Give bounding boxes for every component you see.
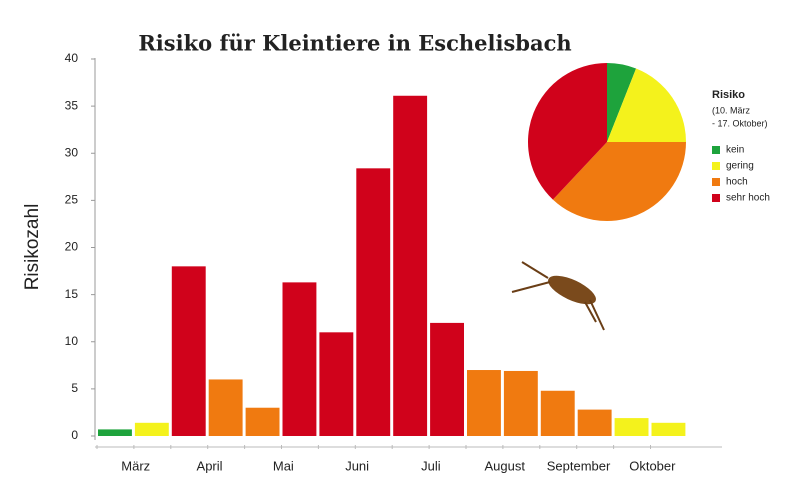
bar	[356, 168, 390, 436]
insect	[512, 262, 604, 330]
bar	[172, 266, 206, 436]
bar	[430, 323, 464, 436]
y-tick-label: 10	[65, 334, 79, 348]
y-tick-label: 30	[65, 145, 79, 159]
chart: Risiko für Kleintiere in Eschelisbach Ri…	[0, 0, 795, 484]
legend-label: hoch	[726, 177, 748, 188]
bar	[135, 423, 169, 436]
x-tick-label: Mai	[273, 458, 294, 473]
bar	[246, 408, 280, 436]
y-tick-label: 25	[65, 193, 79, 207]
bar	[652, 423, 686, 436]
x-tick-label: August	[485, 458, 526, 473]
x-tick-label: Juli	[421, 458, 441, 473]
legend-swatch	[712, 162, 720, 170]
bar	[319, 332, 353, 436]
bar	[393, 96, 427, 436]
legend-swatch	[712, 178, 720, 186]
legend-label: kein	[726, 145, 744, 156]
chart-title: Risiko für Kleintiere in Eschelisbach	[138, 31, 571, 56]
bar	[98, 429, 132, 436]
y-tick-label: 35	[65, 98, 79, 112]
legend-label: gering	[726, 161, 754, 172]
y-tick-label: 0	[71, 428, 78, 442]
legend-swatch	[712, 194, 720, 202]
bar	[209, 379, 243, 436]
legend-label: sehr hoch	[726, 193, 770, 204]
x-tick-label: Juni	[345, 458, 369, 473]
x-tick-label: März	[121, 458, 150, 473]
x-tick-label: September	[547, 458, 611, 473]
bar	[615, 418, 649, 436]
x-tick-label: Oktober	[629, 458, 676, 473]
x-tick-label: April	[197, 458, 223, 473]
legend-title: Risiko	[712, 89, 745, 101]
legend-subtitle: (10. März	[712, 105, 751, 115]
bar	[504, 371, 538, 436]
bar	[467, 370, 501, 436]
y-tick-label: 20	[65, 240, 79, 254]
y-tick-label: 15	[65, 287, 79, 301]
legend-swatch	[712, 146, 720, 154]
bar	[283, 282, 317, 436]
bar	[578, 410, 612, 436]
y-axis-label: Risikozahl	[22, 204, 43, 291]
bar	[541, 391, 575, 436]
y-tick-label: 5	[71, 381, 78, 395]
legend-subtitle: - 17. Oktober)	[712, 118, 768, 128]
y-tick-label: 40	[65, 51, 79, 65]
